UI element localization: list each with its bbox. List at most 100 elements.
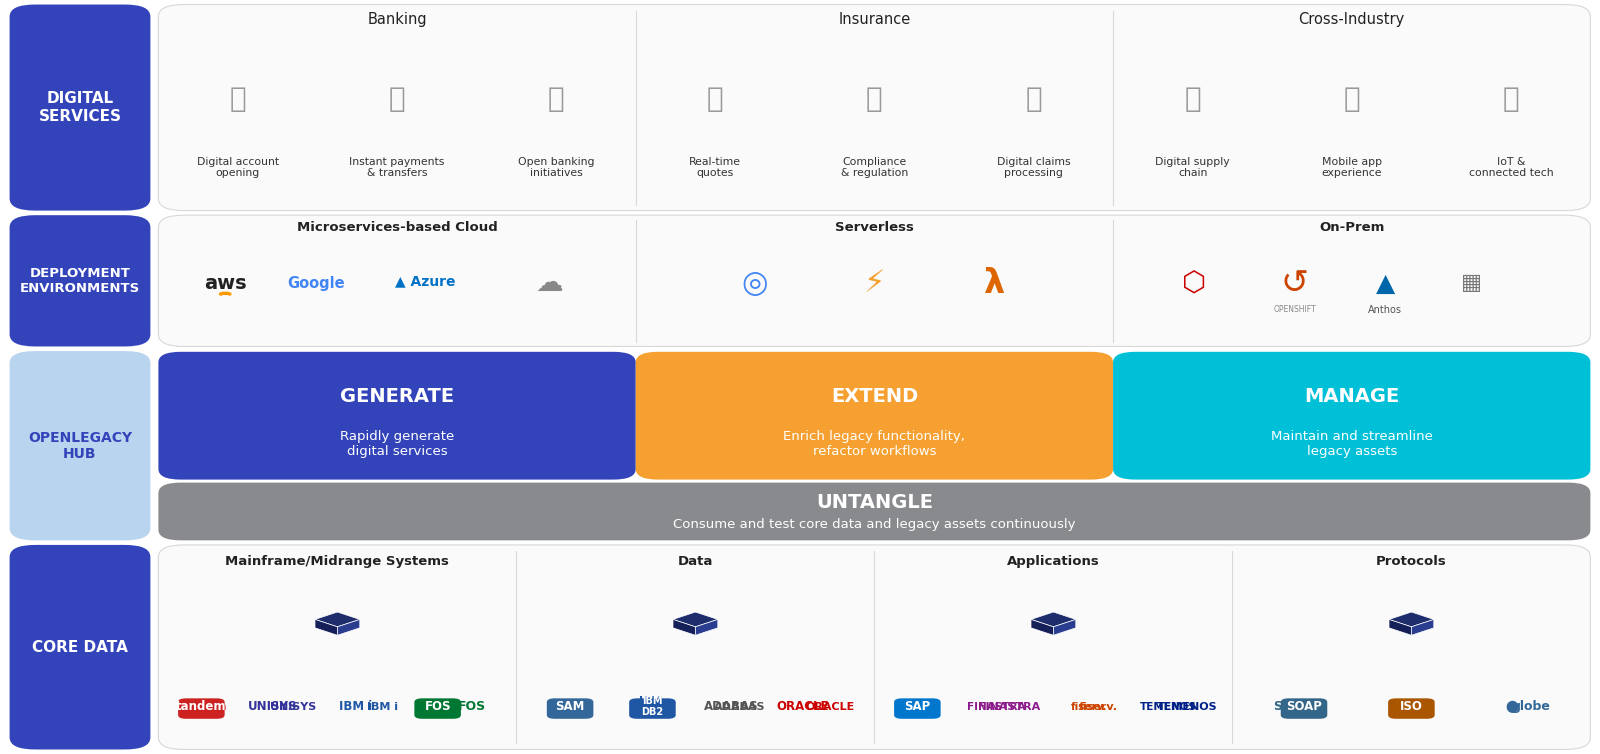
FancyBboxPatch shape (158, 483, 1590, 541)
Text: ADABAS: ADABAS (714, 701, 766, 712)
Text: Rapidly generate
digital services: Rapidly generate digital services (339, 430, 454, 458)
FancyBboxPatch shape (629, 698, 675, 719)
Text: ⬜: ⬜ (389, 85, 405, 113)
Text: ⬜: ⬜ (1184, 85, 1202, 113)
Text: Microservices-based Cloud: Microservices-based Cloud (296, 221, 498, 234)
Text: UNISYS: UNISYS (248, 700, 298, 713)
Text: IBM
DB2: IBM DB2 (638, 696, 664, 717)
Text: Compliance
& regulation: Compliance & regulation (840, 157, 909, 178)
Text: SAM: SAM (555, 700, 584, 713)
Text: FINASTRA: FINASTRA (978, 701, 1040, 712)
Text: ADABAS: ADABAS (704, 700, 758, 713)
Text: Consume and test core data and legacy assets continuously: Consume and test core data and legacy as… (674, 518, 1075, 531)
Text: Insurance: Insurance (838, 12, 910, 27)
Text: TEMENOS: TEMENOS (1157, 701, 1218, 712)
FancyBboxPatch shape (894, 698, 941, 719)
Text: Data: Data (678, 555, 714, 568)
Text: GENERATE: GENERATE (341, 387, 454, 406)
Text: On-Prem: On-Prem (1318, 221, 1384, 234)
Text: ⬜: ⬜ (1344, 85, 1360, 113)
Text: ⬜: ⬜ (230, 85, 246, 113)
Text: ORACLE: ORACLE (776, 700, 829, 713)
Text: FINASTRA: FINASTRA (966, 701, 1026, 712)
Polygon shape (1030, 620, 1053, 636)
Text: Cross-Industry: Cross-Industry (1299, 12, 1405, 27)
Text: Maintain and streamline
legacy assets: Maintain and streamline legacy assets (1270, 430, 1432, 458)
Text: ▦: ▦ (1461, 274, 1482, 293)
Text: DEPLOYMENT
ENVIRONMENTS: DEPLOYMENT ENVIRONMENTS (19, 267, 141, 295)
Text: ◎: ◎ (742, 269, 768, 298)
Text: Banking: Banking (368, 12, 427, 27)
Text: SAM: SAM (546, 700, 576, 713)
Text: SAP: SAP (904, 700, 931, 713)
Text: Instant payments
& transfers: Instant payments & transfers (349, 157, 445, 178)
Text: ⬜: ⬜ (1502, 85, 1518, 113)
Text: Digital claims
processing: Digital claims processing (997, 157, 1070, 178)
Text: fiserv.: fiserv. (1070, 701, 1107, 712)
Text: MANAGE: MANAGE (1304, 387, 1400, 406)
Text: SOAP: SOAP (1274, 700, 1310, 713)
Text: ▲ Azure: ▲ Azure (395, 274, 456, 288)
Text: SAP: SAP (906, 700, 933, 713)
Text: λ: λ (982, 267, 1005, 300)
Text: Mobile app
experience: Mobile app experience (1322, 157, 1382, 178)
Text: IBM
DB2: IBM DB2 (642, 696, 664, 717)
Text: ⬡: ⬡ (1182, 269, 1206, 298)
FancyBboxPatch shape (10, 545, 150, 749)
Text: Digital account
opening: Digital account opening (197, 157, 278, 178)
Text: Open banking
initiatives: Open banking initiatives (518, 157, 595, 178)
Text: Serverless: Serverless (835, 221, 914, 234)
Text: ⬤: ⬤ (1506, 700, 1518, 713)
Text: UNTANGLE: UNTANGLE (816, 493, 933, 512)
Text: Anthos: Anthos (1368, 305, 1402, 314)
Polygon shape (696, 620, 718, 636)
Text: tandem: tandem (179, 701, 227, 712)
Polygon shape (1389, 620, 1411, 636)
Text: ▲: ▲ (1376, 271, 1395, 296)
FancyBboxPatch shape (10, 351, 150, 541)
Text: IBM i: IBM i (339, 700, 371, 713)
FancyBboxPatch shape (1280, 698, 1328, 719)
Polygon shape (315, 620, 338, 636)
Polygon shape (1053, 620, 1075, 636)
Text: OPENSHIFT: OPENSHIFT (1274, 305, 1315, 314)
Polygon shape (315, 612, 360, 627)
Polygon shape (674, 620, 696, 636)
FancyBboxPatch shape (10, 5, 150, 210)
Text: TEMENOS: TEMENOS (1139, 701, 1197, 712)
Text: Mainframe/Midrange Systems: Mainframe/Midrange Systems (226, 555, 450, 568)
FancyBboxPatch shape (158, 352, 635, 480)
Polygon shape (338, 620, 360, 636)
Text: ⬜: ⬜ (707, 85, 723, 113)
Text: ⬜: ⬜ (866, 85, 883, 113)
Text: Google: Google (286, 276, 344, 291)
Text: Applications: Applications (1006, 555, 1099, 568)
Text: Real-time
quotes: Real-time quotes (690, 157, 741, 178)
Text: tandem: tandem (176, 700, 227, 713)
FancyBboxPatch shape (178, 698, 224, 719)
FancyBboxPatch shape (635, 352, 1114, 480)
Text: ↺: ↺ (1280, 267, 1309, 300)
Polygon shape (674, 612, 718, 627)
FancyBboxPatch shape (158, 5, 1590, 210)
Text: ORACLE: ORACLE (805, 701, 854, 712)
Text: CORE DATA: CORE DATA (32, 639, 128, 654)
FancyBboxPatch shape (547, 698, 594, 719)
Text: UNISYS: UNISYS (269, 701, 315, 712)
Text: aws: aws (203, 274, 246, 293)
Text: ⬜: ⬜ (547, 85, 565, 113)
Text: IoT &
connected tech: IoT & connected tech (1469, 157, 1554, 178)
Text: Enrich legacy functionality,
refactor workflows: Enrich legacy functionality, refactor wo… (784, 430, 965, 458)
Polygon shape (1411, 620, 1434, 636)
Text: IBM i: IBM i (366, 701, 398, 712)
Text: fiserv.: fiserv. (1078, 701, 1118, 712)
FancyBboxPatch shape (158, 545, 1590, 749)
Text: Protocols: Protocols (1376, 555, 1446, 568)
Text: Digital supply
chain: Digital supply chain (1155, 157, 1230, 178)
Text: DIGITAL
SERVICES: DIGITAL SERVICES (38, 91, 122, 124)
Text: ⚡: ⚡ (864, 269, 885, 298)
Text: ISO: ISO (1400, 700, 1424, 713)
Text: globe: globe (1512, 700, 1550, 713)
Text: FOS: FOS (458, 700, 486, 713)
Polygon shape (1389, 612, 1434, 627)
